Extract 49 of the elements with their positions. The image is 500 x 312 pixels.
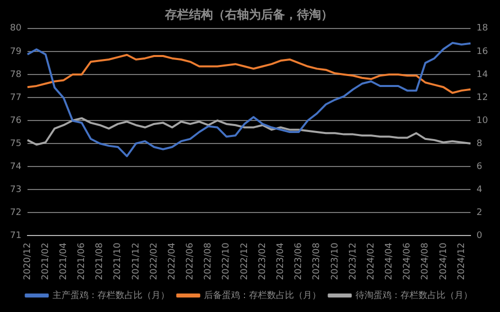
y2-tick-label: 2 <box>476 208 482 218</box>
x-tick-label: 2023/02 <box>258 242 268 280</box>
x-tick-label: 2023/06 <box>294 242 304 280</box>
y-tick-label: 71 <box>10 230 22 241</box>
x-tick-label: 2024/06 <box>402 242 413 280</box>
x-tick-label: 2024/12 <box>456 242 467 280</box>
x-tick-label: 2023/04 <box>276 242 286 280</box>
y-tick-label: 78 <box>10 70 22 80</box>
y-tick-label: 79 <box>10 46 22 57</box>
y-tick-label: 75 <box>10 138 22 149</box>
x-tick-label: 2023/10 <box>330 242 340 280</box>
y-tick-label: 77 <box>10 92 22 103</box>
x-tick-label: 2021/06 <box>77 242 88 280</box>
x-tick-label: 2023/12 <box>348 242 358 280</box>
x-tick-label: 2021/10 <box>113 242 124 280</box>
x-tick-label: 2021/12 <box>131 242 142 280</box>
legend-label: 待淘蛋鸡：存栏数占比（月） <box>355 290 472 301</box>
legend-label: 后备蛋鸡：存栏数占比（月） <box>204 290 321 301</box>
x-tick-label: 2024/08 <box>420 242 431 280</box>
y2-tick-label: 6 <box>476 162 483 172</box>
y-tick-label: 73 <box>10 184 22 195</box>
chart-title: 存栏结构（右轴为后备，待淘） <box>164 7 333 22</box>
x-tick-label: 2022/06 <box>186 242 196 280</box>
x-tick-label: 2024/02 <box>366 242 376 280</box>
x-tick-label: 2021/02 <box>40 242 51 280</box>
y2-tick-label: 12 <box>476 92 488 103</box>
y-tick-label: 74 <box>10 162 22 172</box>
y-tick-label: 72 <box>10 208 22 218</box>
y2-tick-label: 8 <box>476 138 483 149</box>
y2-tick-label: 16 <box>476 46 488 57</box>
x-tick-label: 2022/12 <box>240 242 250 280</box>
y-tick-label: 80 <box>10 24 22 34</box>
x-tick-label: 2024/10 <box>438 242 449 280</box>
y-tick-label: 76 <box>10 116 22 126</box>
x-tick-label: 2022/10 <box>222 242 232 280</box>
legend-label: 主产蛋鸡：存栏数占比（月） <box>52 290 170 301</box>
y2-tick-label: 18 <box>476 24 488 34</box>
y2-tick-label: 14 <box>476 70 488 80</box>
x-tick-label: 2024/04 <box>384 242 395 280</box>
y2-tick-label: 4 <box>476 184 483 195</box>
x-tick-label: 2021/04 <box>58 242 69 280</box>
x-tick-label: 2022/08 <box>204 242 214 280</box>
y2-tick-label: 0 <box>476 230 483 241</box>
x-tick-label: 2023/08 <box>312 242 322 280</box>
x-tick-label: 2022/04 <box>167 242 178 280</box>
x-tick-label: 2020/12 <box>22 242 33 280</box>
y2-tick-label: 10 <box>476 116 488 126</box>
x-tick-label: 2022/02 <box>149 242 160 280</box>
x-tick-label: 2021/08 <box>95 242 106 280</box>
